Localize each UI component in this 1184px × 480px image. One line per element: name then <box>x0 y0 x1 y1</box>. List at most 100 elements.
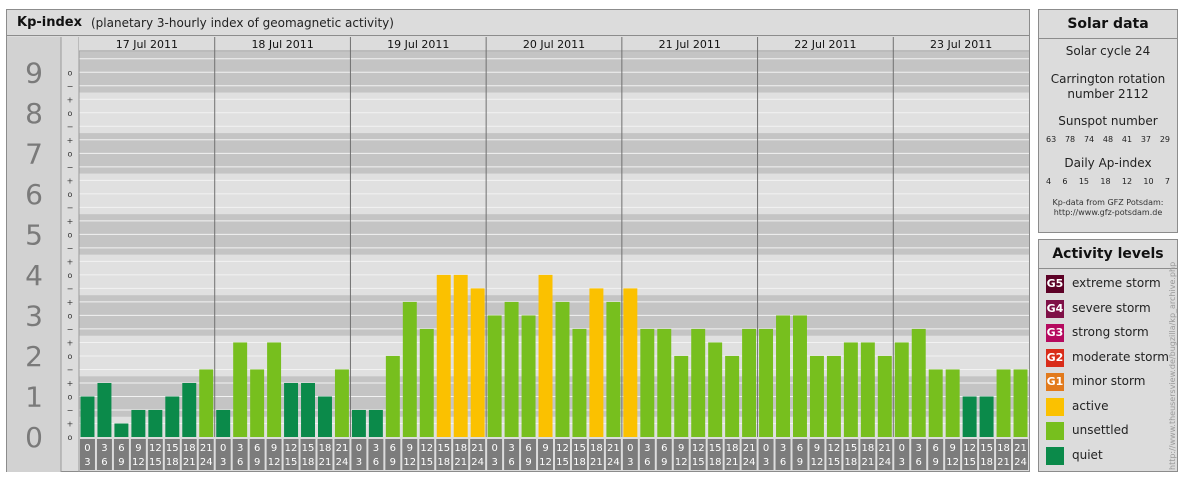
kp-minor-tick: o <box>68 352 73 361</box>
legend-item: G2 moderate storm <box>1046 348 1176 368</box>
kp-major-tick: 8 <box>25 97 43 130</box>
interval-end: 21 <box>997 457 1010 468</box>
kp-minor-tick: − <box>67 325 74 334</box>
interval-box <box>334 439 350 470</box>
kp-major-tick: 6 <box>25 178 43 211</box>
interval-end: 6 <box>780 457 786 468</box>
kp-bar <box>97 382 112 437</box>
kp-bar <box>911 328 926 437</box>
interval-box <box>470 439 486 470</box>
interval-start: 6 <box>254 443 260 454</box>
carrington-line1: Carrington rotation <box>1050 72 1166 86</box>
kp-minor-tick: − <box>67 163 74 172</box>
kp-bar <box>318 396 332 437</box>
interval-end: 24 <box>1014 457 1027 468</box>
day-header-cell <box>79 37 215 51</box>
kp-major-tick: 4 <box>25 259 43 292</box>
ap-value: 4 <box>1046 177 1052 186</box>
interval-start: 6 <box>118 443 124 454</box>
interval-start: 0 <box>899 443 905 454</box>
interval-start: 3 <box>373 443 379 454</box>
interval-box <box>928 439 944 470</box>
interval-box <box>690 439 706 470</box>
interval-end: 21 <box>861 457 874 468</box>
kp-minor-tick: o <box>68 271 73 280</box>
sunspot-value: 48 <box>1102 135 1114 144</box>
interval-end: 3 <box>899 457 905 468</box>
kp-bar <box>250 369 265 437</box>
interval-end: 18 <box>573 457 586 468</box>
interval-end: 15 <box>828 457 841 468</box>
kp-bar <box>640 328 655 437</box>
kp-bar <box>691 328 706 437</box>
major-axis-column <box>7 37 61 472</box>
legend-item: quiet <box>1046 446 1176 466</box>
credit-line1: Kp-data from GFZ Potsdam: <box>1052 198 1164 207</box>
credit-link[interactable]: http://www.gfz-potsdam.de <box>1053 208 1163 217</box>
kp-bar <box>402 301 417 437</box>
interval-end: 15 <box>963 457 976 468</box>
kp-bar <box>776 315 790 437</box>
interval-box <box>605 439 621 470</box>
kp-bar <box>843 342 858 437</box>
interval-end: 15 <box>285 457 298 468</box>
interval-box <box>656 439 672 470</box>
kp-bar <box>233 342 248 437</box>
interval-start: 21 <box>743 443 756 454</box>
kp-minor-tick: + <box>67 257 74 266</box>
interval-box <box>792 439 808 470</box>
kp-bar <box>165 396 180 437</box>
interval-start: 15 <box>437 443 450 454</box>
interval-start: 15 <box>845 443 858 454</box>
interval-start: 9 <box>135 443 141 454</box>
kp-bar <box>809 355 824 437</box>
interval-box <box>622 439 638 470</box>
interval-end: 6 <box>916 457 922 468</box>
kp-bar <box>860 342 875 437</box>
interval-box <box>843 439 859 470</box>
kp-bar <box>301 382 315 437</box>
interval-end: 21 <box>726 457 739 468</box>
kp-bar <box>148 409 163 437</box>
kp-bar <box>572 328 587 437</box>
interval-start: 9 <box>678 443 684 454</box>
ap-value: 12 <box>1121 177 1133 186</box>
legend-swatch <box>1046 446 1064 465</box>
interval-start: 18 <box>861 443 874 454</box>
activity-levels-title: Activity levels <box>1039 240 1177 269</box>
interval-end: 21 <box>319 457 332 468</box>
interval-box <box>249 439 265 470</box>
interval-start: 3 <box>780 443 786 454</box>
chart-title: Kp-index <box>17 15 82 30</box>
kp-bar <box>826 355 841 437</box>
kp-minor-tick: + <box>67 217 74 226</box>
interval-start: 12 <box>420 443 433 454</box>
interval-start: 9 <box>814 443 820 454</box>
interval-end: 12 <box>132 457 145 468</box>
kp-chart-panel: Kp-index (planetary 3-hourly index of ge… <box>6 9 1030 472</box>
interval-box <box>147 439 163 470</box>
kp-bar <box>199 369 214 437</box>
interval-box <box>453 439 469 470</box>
kp-bar <box>589 288 604 437</box>
kp-bar <box>131 409 146 437</box>
kp-bar <box>334 369 349 437</box>
interval-box <box>504 439 520 470</box>
interval-start: 0 <box>220 443 226 454</box>
day-header-cell <box>621 37 758 51</box>
chart-subtitle: (planetary 3-hourly index of geomagnetic… <box>91 16 394 30</box>
kp-bar <box>267 342 282 437</box>
interval-end: 9 <box>118 457 124 468</box>
interval-box <box>487 439 503 470</box>
ap-value: 6 <box>1062 177 1068 186</box>
interval-box <box>130 439 146 470</box>
interval-box <box>758 439 774 470</box>
kp-minor-tick: − <box>67 122 74 131</box>
interval-box <box>266 439 282 470</box>
interval-end: 3 <box>763 457 769 468</box>
kp-bar <box>453 274 468 437</box>
kp-bar <box>436 274 451 437</box>
kp-bar <box>606 301 621 437</box>
kp-minor-tick: − <box>67 82 74 91</box>
interval-start: 18 <box>726 443 739 454</box>
